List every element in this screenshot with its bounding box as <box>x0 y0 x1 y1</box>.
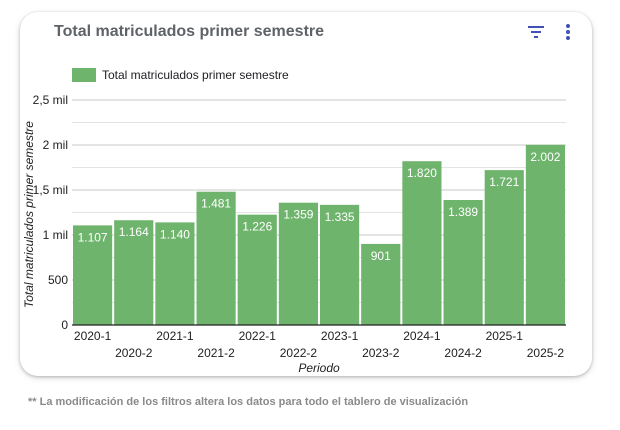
x-tick-label: 2025-1 <box>486 329 524 343</box>
bar <box>155 222 195 325</box>
bar <box>73 225 113 325</box>
footnote: ** La modificación de los filtros altera… <box>28 396 469 408</box>
x-tick-label: 2022-1 <box>239 329 277 343</box>
bar <box>402 161 442 325</box>
x-tick-label: 2023-1 <box>321 329 359 343</box>
y-tick-label: 2 mil <box>43 138 68 152</box>
bar-value-label: 2.002 <box>530 150 560 164</box>
bar-value-label: 901 <box>371 249 391 263</box>
x-tick-label: 2021-1 <box>156 329 194 343</box>
bar <box>320 204 360 325</box>
y-tick-label: 0 <box>61 318 68 332</box>
x-tick-label: 2021-2 <box>197 346 235 360</box>
bar-value-label: 1.107 <box>78 230 108 244</box>
legend-label: Total matriculados primer semestre <box>102 68 289 82</box>
y-tick-label: 1 mil <box>43 228 68 242</box>
bar-value-label: 1.389 <box>448 205 478 219</box>
bar <box>443 199 483 325</box>
bar-value-label: 1.140 <box>160 227 190 241</box>
bar <box>237 214 277 325</box>
y-tick-label: 1,5 mil <box>33 183 68 197</box>
x-tick-label: 2020-1 <box>74 329 112 343</box>
legend-swatch <box>72 68 96 82</box>
x-tick-label: 2020-2 <box>115 346 153 360</box>
y-tick-label: 2,5 mil <box>33 93 68 107</box>
x-tick-label: 2024-2 <box>444 346 482 360</box>
filter-icon[interactable] <box>524 20 548 44</box>
bar-value-label: 1.335 <box>325 210 355 224</box>
card-title: Total matriculados primer semestre <box>54 23 325 40</box>
bar-value-label: 1.481 <box>201 197 231 211</box>
bar-value-label: 1.359 <box>283 208 313 222</box>
chart-card: Total matriculados primer semestre Total… <box>20 12 592 376</box>
y-axis-title: Total matriculados primer semestre <box>22 121 36 308</box>
x-axis-title: Periodo <box>298 361 340 375</box>
bar-value-label: 1.226 <box>242 220 272 234</box>
bar <box>114 220 154 325</box>
more-vert-icon[interactable] <box>556 20 580 44</box>
bar <box>361 243 401 325</box>
bar <box>525 144 565 325</box>
bar <box>196 191 236 325</box>
y-tick-label: 500 <box>48 273 68 287</box>
chart-legend: Total matriculados primer semestre <box>72 68 289 82</box>
bar-chart: 0 500 1 mil 1,5 mil 2 mil 2,5 mil 1.107 1.164 1.… <box>22 93 566 375</box>
x-tick-label: 2023-2 <box>362 346 400 360</box>
bar-value-label: 1.164 <box>119 225 149 239</box>
bar-value-label: 1.721 <box>489 175 519 189</box>
bar-value-label: 1.820 <box>407 166 437 180</box>
x-tick-label: 2025-2 <box>527 346 565 360</box>
bar <box>484 170 524 325</box>
bar <box>278 202 318 325</box>
x-tick-label: 2024-1 <box>403 329 441 343</box>
x-tick-label: 2022-2 <box>280 346 318 360</box>
